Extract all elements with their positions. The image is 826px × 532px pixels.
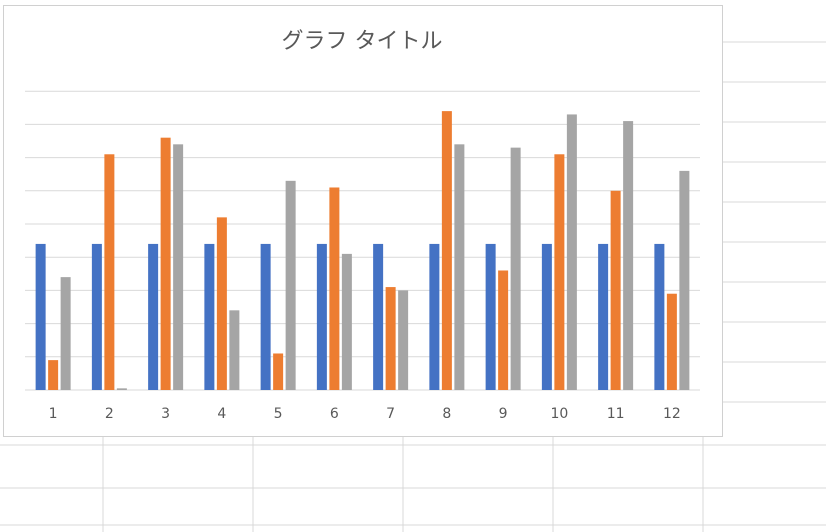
- bar: [541, 243, 552, 390]
- bar: [510, 147, 521, 390]
- bar: [341, 253, 352, 390]
- bar: [329, 187, 340, 390]
- bar: [148, 243, 159, 390]
- bar: [260, 243, 271, 390]
- x-tick-label: 4: [217, 406, 226, 422]
- bar: [285, 180, 296, 390]
- bar: [598, 243, 609, 390]
- bar: [160, 137, 171, 390]
- bar: [216, 217, 227, 390]
- bar: [35, 243, 46, 390]
- bar: [679, 170, 690, 390]
- x-tick-label: 12: [663, 406, 681, 422]
- x-tick-label: 9: [499, 406, 508, 422]
- bar: [104, 154, 115, 390]
- bar: [666, 293, 677, 390]
- bar: [229, 310, 240, 390]
- x-tick-label: 10: [550, 406, 568, 422]
- bar: [273, 353, 284, 390]
- x-tick-label: 5: [274, 406, 283, 422]
- bar: [116, 388, 127, 390]
- bar: [373, 243, 384, 390]
- chart-title: グラフ タイトル: [282, 29, 443, 54]
- bar: [91, 243, 102, 390]
- bar: [566, 114, 577, 390]
- bar: [316, 243, 327, 390]
- bar: [429, 243, 440, 390]
- bar: [610, 190, 621, 390]
- bar: [60, 277, 71, 390]
- x-tick-label: 6: [330, 406, 339, 422]
- bar: [623, 121, 634, 390]
- x-tick-label: 11: [607, 406, 625, 422]
- bar: [48, 360, 59, 390]
- bar: [204, 243, 215, 390]
- bar: [398, 290, 409, 390]
- bar: [454, 144, 465, 390]
- bar: [385, 287, 396, 390]
- bar: [173, 144, 184, 390]
- x-tick-label: 3: [161, 406, 170, 422]
- bar: [485, 243, 496, 390]
- sheet-grid: [0, 41, 826, 532]
- bar: [654, 243, 665, 390]
- x-tick-label: 1: [49, 406, 58, 422]
- bar: [498, 270, 509, 390]
- x-tick-label: 7: [386, 406, 395, 422]
- bar: [441, 111, 452, 391]
- x-tick-label: 8: [442, 406, 451, 422]
- bar: [554, 154, 565, 390]
- x-tick-label: 2: [105, 406, 114, 422]
